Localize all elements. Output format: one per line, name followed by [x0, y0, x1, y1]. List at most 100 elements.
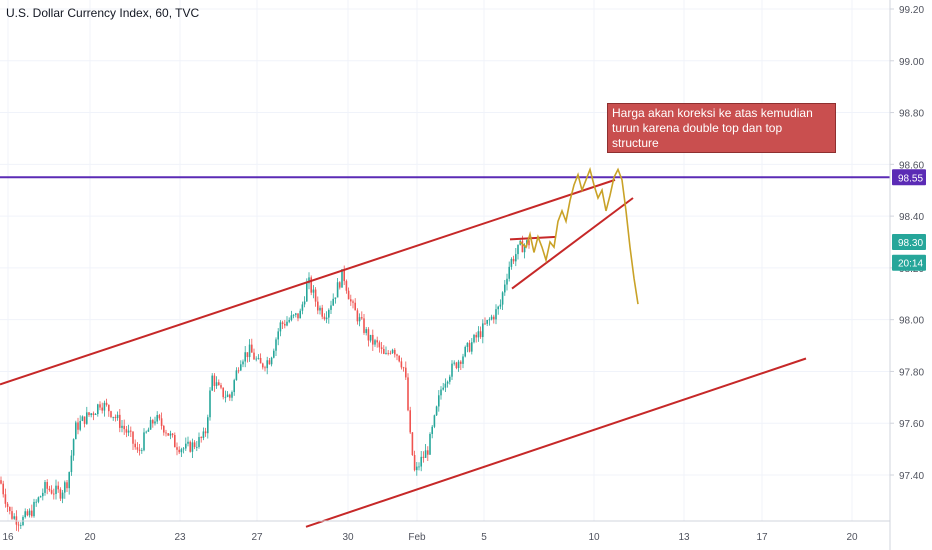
candle: [26, 509, 29, 517]
candle: [398, 355, 400, 363]
candle: [83, 416, 86, 428]
candle: [490, 314, 493, 321]
candle: [180, 447, 183, 457]
x-tick-label: 23: [174, 532, 186, 543]
candle: [240, 360, 242, 372]
candle: [440, 386, 442, 400]
candle: [141, 447, 143, 454]
candle: [455, 361, 458, 370]
candle: [116, 411, 119, 421]
candle: [411, 431, 414, 456]
x-tick-label: 16: [2, 532, 14, 543]
candle: [189, 440, 191, 453]
candle: [105, 398, 108, 407]
y-tick-label: 97.80: [899, 367, 924, 378]
y-tick-label: 98.80: [899, 109, 924, 120]
y-tick-label: 99.20: [899, 5, 924, 16]
candle: [345, 279, 348, 294]
candle: [134, 439, 136, 450]
candle: [365, 326, 367, 336]
candle: [70, 449, 73, 476]
candle: [438, 390, 440, 412]
candle: [501, 291, 504, 311]
candle: [512, 255, 515, 265]
candle: [361, 311, 363, 320]
candle: [251, 338, 253, 353]
candle: [244, 346, 246, 368]
candle: [358, 313, 361, 327]
x-tick-label: 10: [588, 532, 600, 543]
candle: [130, 426, 132, 438]
y-tick-label: 97.40: [899, 471, 924, 482]
candle: [290, 310, 293, 322]
candle: [394, 348, 396, 358]
candle: [39, 495, 42, 498]
candles: [0, 235, 530, 532]
candle: [255, 356, 257, 362]
candle: [321, 304, 323, 320]
candle: [187, 436, 189, 447]
candle: [468, 340, 471, 353]
candle: [314, 287, 317, 307]
candle: [262, 362, 264, 370]
candle: [13, 513, 15, 520]
candle: [464, 345, 466, 358]
candle: [427, 446, 429, 461]
candle: [319, 305, 321, 315]
candle: [101, 402, 103, 414]
candle: [431, 424, 433, 439]
candle: [158, 413, 161, 421]
candle: [372, 329, 374, 351]
candle: [453, 360, 455, 366]
candle: [495, 304, 497, 325]
annotation-box[interactable]: Harga akan koreksi ke atas kemudian turu…: [607, 103, 836, 153]
candle: [325, 311, 328, 324]
candle: [163, 424, 165, 436]
candle: [178, 446, 180, 455]
x-tick-label: 30: [342, 532, 354, 543]
candle: [433, 414, 436, 429]
candle: [389, 350, 392, 355]
candle: [297, 313, 299, 322]
candle: [442, 382, 444, 391]
svg-text:98.55: 98.55: [898, 173, 923, 184]
candle: [6, 501, 9, 512]
candle: [86, 406, 88, 425]
candle: [378, 340, 381, 353]
candle: [88, 412, 90, 417]
candle: [160, 412, 163, 430]
candle: [224, 390, 227, 403]
candle: [446, 380, 449, 388]
candle: [246, 352, 249, 363]
candle: [147, 427, 150, 432]
candle: [125, 425, 128, 438]
candle: [424, 443, 427, 458]
candle: [77, 417, 79, 435]
x-tick-label: Feb: [408, 532, 426, 543]
candle: [24, 508, 26, 519]
candle: [53, 488, 55, 500]
candle: [31, 504, 33, 518]
candle: [235, 367, 238, 381]
candle: [220, 382, 222, 390]
candle: [363, 314, 365, 335]
candle: [418, 462, 420, 471]
candle: [328, 308, 330, 324]
x-tick-label: 5: [481, 532, 487, 543]
candle: [413, 450, 416, 472]
candle: [471, 338, 473, 355]
candle: [11, 506, 13, 520]
candle: [156, 411, 158, 425]
candle: [110, 410, 112, 419]
candle: [257, 354, 260, 360]
candle: [35, 499, 37, 507]
short-resistance-line: [509, 235, 557, 241]
candle: [64, 480, 66, 499]
candle: [356, 308, 359, 325]
candle: [486, 319, 488, 327]
svg-text:20:14: 20:14: [898, 259, 923, 270]
candle: [198, 432, 200, 449]
candle: [273, 348, 275, 359]
candle: [264, 365, 266, 372]
